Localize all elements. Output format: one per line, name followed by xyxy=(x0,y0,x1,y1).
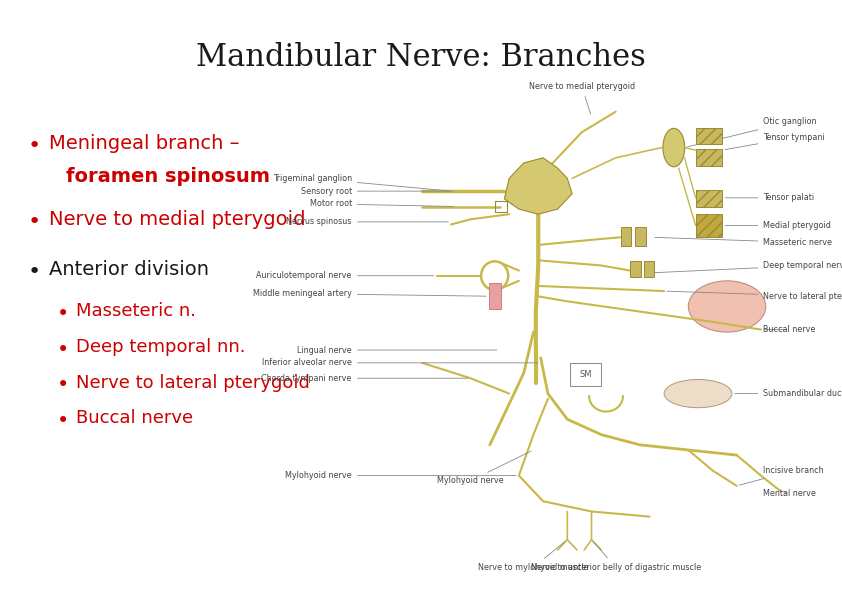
Ellipse shape xyxy=(664,380,732,408)
Text: Meningeal branch –: Meningeal branch – xyxy=(49,134,239,153)
Text: Sensory root: Sensory root xyxy=(301,187,453,195)
Text: Submandibular duct: Submandibular duct xyxy=(735,389,842,398)
Text: Nerve to anterior belly of digastric muscle: Nerve to anterior belly of digastric mus… xyxy=(530,542,701,572)
Text: Deep temporal nn.: Deep temporal nn. xyxy=(76,338,245,356)
Text: Middle meningeal artery: Middle meningeal artery xyxy=(253,289,486,298)
Bar xyxy=(644,262,654,277)
Bar xyxy=(695,128,722,144)
Bar xyxy=(695,149,722,166)
Text: Mylohyoid nerve: Mylohyoid nerve xyxy=(285,471,516,480)
Bar xyxy=(695,214,722,237)
Text: Auriculotemporal nerve: Auriculotemporal nerve xyxy=(257,271,434,280)
Bar xyxy=(631,262,641,277)
Text: Anterior division: Anterior division xyxy=(49,260,209,280)
Text: foramen spinosum: foramen spinosum xyxy=(66,167,269,186)
Text: •: • xyxy=(28,136,41,156)
Bar xyxy=(621,226,632,246)
Text: Mylohyoid nerve: Mylohyoid nerve xyxy=(437,451,531,485)
Bar xyxy=(635,226,646,246)
Text: •: • xyxy=(57,375,70,396)
Bar xyxy=(695,190,722,206)
Text: •: • xyxy=(57,340,70,360)
Ellipse shape xyxy=(663,128,685,167)
Text: •: • xyxy=(57,411,70,432)
Text: Mandibular Nerve: Branches: Mandibular Nerve: Branches xyxy=(196,42,646,73)
Text: SM: SM xyxy=(579,370,592,378)
Text: Trigeminal ganglion: Trigeminal ganglion xyxy=(273,174,448,191)
Text: Masseteric n.: Masseteric n. xyxy=(76,302,196,320)
Text: Nervus spinosus: Nervus spinosus xyxy=(286,218,448,226)
Text: Buccal nerve: Buccal nerve xyxy=(76,409,193,427)
Text: Nerve to medial pterygoid: Nerve to medial pterygoid xyxy=(529,82,635,114)
Text: Nerve to lateral pterygoid: Nerve to lateral pterygoid xyxy=(667,291,842,301)
Text: Deep temporal nerves: Deep temporal nerves xyxy=(647,261,842,273)
Ellipse shape xyxy=(689,281,766,332)
Text: Incisive branch: Incisive branch xyxy=(739,466,824,485)
Text: •: • xyxy=(57,304,70,324)
Bar xyxy=(489,283,501,309)
Text: Mental nerve: Mental nerve xyxy=(764,489,816,498)
Text: •: • xyxy=(28,262,41,283)
Text: Buccal nerve: Buccal nerve xyxy=(764,325,816,334)
Text: Tensor palati: Tensor palati xyxy=(725,193,814,202)
Bar xyxy=(495,201,507,212)
Text: •: • xyxy=(28,212,41,232)
Polygon shape xyxy=(504,158,573,214)
Text: Motor root: Motor root xyxy=(310,200,453,209)
Text: Medial pterygoid: Medial pterygoid xyxy=(725,221,831,230)
Text: Masseteric nerve: Masseteric nerve xyxy=(655,237,833,247)
Bar xyxy=(570,363,601,386)
Text: Nerve to lateral pterygoid: Nerve to lateral pterygoid xyxy=(76,374,310,392)
Text: Nerve to mylohyoid muscle: Nerve to mylohyoid muscle xyxy=(478,541,589,572)
Text: Lingual nerve: Lingual nerve xyxy=(297,346,497,355)
Text: Inferior alveolar nerve: Inferior alveolar nerve xyxy=(262,358,538,367)
Text: Chorda tympani nerve: Chorda tympani nerve xyxy=(262,374,467,383)
Text: Tensor tympani: Tensor tympani xyxy=(725,133,825,150)
Text: Otic ganglion: Otic ganglion xyxy=(687,117,817,147)
Text: Nerve to medial pterygoid: Nerve to medial pterygoid xyxy=(49,210,306,229)
